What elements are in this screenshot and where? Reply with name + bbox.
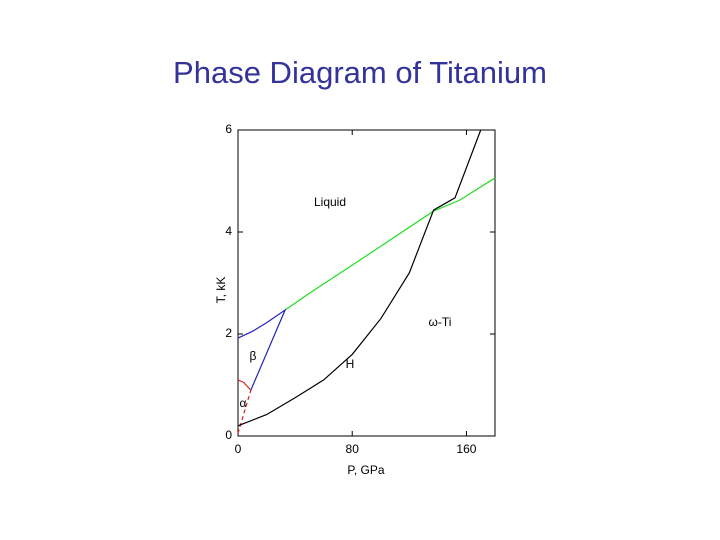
slide-title: Phase Diagram of Titanium — [173, 55, 547, 90]
phase-boundary — [237, 389, 252, 434]
phase-label: α — [240, 396, 247, 410]
x-tick-label: 80 — [346, 442, 360, 456]
phase-label: Liquid — [314, 195, 346, 209]
phase-label: β — [250, 349, 257, 363]
plot-frame — [237, 129, 496, 437]
x-tick-label: 160 — [456, 442, 476, 456]
x-axis-label: P, GPa — [347, 463, 384, 477]
y-axis-label: T, kK — [214, 277, 228, 304]
phase-boundary — [237, 129, 482, 427]
phase-boundary — [237, 379, 252, 391]
x-tick-label: 0 — [235, 442, 242, 456]
phase-boundary — [237, 308, 287, 391]
phase-label: H — [346, 357, 355, 371]
y-tick-label: 6 — [225, 122, 232, 136]
phase-label: ω-Ti — [429, 315, 452, 329]
y-tick-label: 2 — [225, 326, 232, 340]
y-tick-label: 0 — [225, 428, 232, 442]
y-tick-label: 4 — [225, 224, 232, 238]
phase-boundary — [284, 177, 496, 311]
